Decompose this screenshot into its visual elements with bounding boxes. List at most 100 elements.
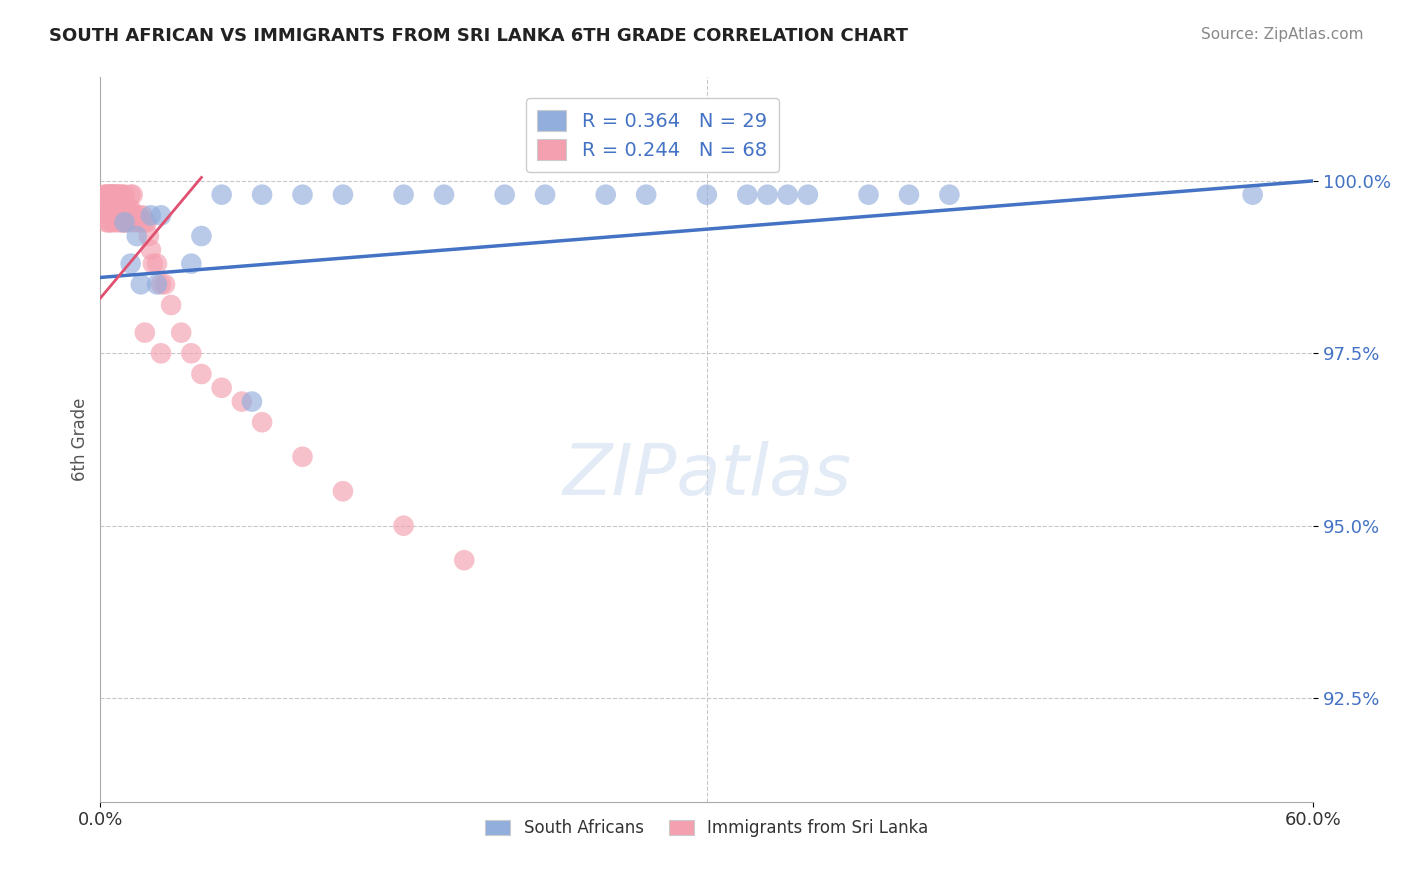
Point <box>135 215 157 229</box>
Point <box>120 202 142 216</box>
Point <box>115 215 138 229</box>
Point <box>858 187 880 202</box>
Point <box>105 215 128 229</box>
Point <box>100 215 122 229</box>
Point <box>756 187 779 202</box>
Point <box>105 187 128 202</box>
Point <box>150 208 173 222</box>
Point <box>125 229 148 244</box>
Point <box>1241 187 1264 202</box>
Point <box>146 277 169 292</box>
Point <box>291 187 314 202</box>
Point <box>150 346 173 360</box>
Point <box>111 187 134 202</box>
Point <box>938 187 960 202</box>
Point <box>121 215 143 229</box>
Point <box>231 394 253 409</box>
Point <box>636 187 658 202</box>
Point <box>170 326 193 340</box>
Point <box>897 187 920 202</box>
Point <box>128 208 150 222</box>
Point <box>392 187 415 202</box>
Point <box>100 187 122 202</box>
Point <box>120 257 142 271</box>
Point <box>797 187 820 202</box>
Point <box>134 326 156 340</box>
Point <box>97 215 120 229</box>
Point <box>124 208 146 222</box>
Point <box>93 187 115 202</box>
Legend: South Africans, Immigrants from Sri Lanka: South Africans, Immigrants from Sri Lank… <box>478 813 935 844</box>
Point <box>134 215 156 229</box>
Point <box>100 202 122 216</box>
Point <box>494 187 516 202</box>
Point <box>105 202 128 216</box>
Point <box>250 415 273 429</box>
Point <box>97 202 120 216</box>
Point <box>93 202 115 216</box>
Point <box>776 187 799 202</box>
Point <box>139 208 162 222</box>
Point <box>111 215 134 229</box>
Point <box>120 187 142 202</box>
Point <box>392 518 415 533</box>
Point <box>138 229 160 244</box>
Point <box>735 187 758 202</box>
Point <box>96 215 118 229</box>
Point <box>110 215 132 229</box>
Point <box>139 243 162 257</box>
Point <box>153 277 176 292</box>
Point <box>142 257 165 271</box>
Point <box>150 277 173 292</box>
Point <box>190 229 212 244</box>
Point <box>96 187 118 202</box>
Point <box>132 208 155 222</box>
Point <box>114 187 136 202</box>
Point <box>211 381 233 395</box>
Point <box>100 187 122 202</box>
Point <box>291 450 314 464</box>
Point <box>160 298 183 312</box>
Point <box>97 187 120 202</box>
Point <box>103 202 125 216</box>
Point <box>453 553 475 567</box>
Point <box>180 346 202 360</box>
Point <box>696 187 718 202</box>
Point <box>101 202 124 216</box>
Point <box>595 187 617 202</box>
Point <box>211 187 233 202</box>
Point <box>114 215 136 229</box>
Point <box>103 187 125 202</box>
Point <box>107 187 129 202</box>
Point <box>240 394 263 409</box>
Point <box>190 367 212 381</box>
Point <box>114 202 136 216</box>
Point <box>110 202 132 216</box>
Point <box>433 187 456 202</box>
Point <box>100 187 122 202</box>
Point <box>180 257 202 271</box>
Text: Source: ZipAtlas.com: Source: ZipAtlas.com <box>1201 27 1364 42</box>
Point <box>111 202 134 216</box>
Point <box>114 215 136 229</box>
Point <box>96 202 118 216</box>
Point <box>332 484 354 499</box>
Point <box>110 187 132 202</box>
Point <box>115 202 138 216</box>
Point <box>96 187 118 202</box>
Text: ZIPatlas: ZIPatlas <box>562 442 851 510</box>
Point <box>101 187 124 202</box>
Point <box>125 215 148 229</box>
Point <box>534 187 557 202</box>
Y-axis label: 6th Grade: 6th Grade <box>72 398 89 481</box>
Point <box>129 277 152 292</box>
Point <box>105 187 128 202</box>
Point <box>103 187 125 202</box>
Point <box>332 187 354 202</box>
Point <box>146 257 169 271</box>
Point <box>121 187 143 202</box>
Point <box>118 202 141 216</box>
Point <box>107 202 129 216</box>
Point <box>250 187 273 202</box>
Point <box>129 215 152 229</box>
